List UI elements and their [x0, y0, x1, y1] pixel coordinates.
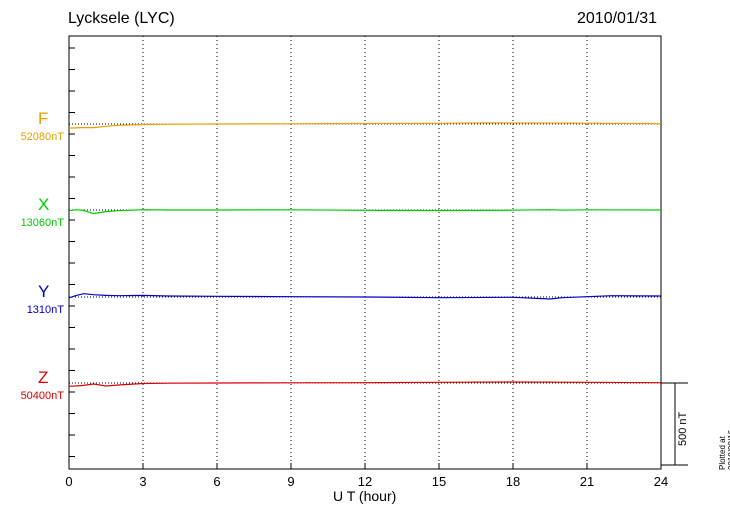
chart-title: Lycksele (LYC) [68, 10, 175, 27]
series-line-f [68, 122, 662, 129]
plotted-timestamp: Plotted at 2010/09/16 15:02 UT [718, 429, 730, 470]
x-tick-label: 6 [213, 474, 220, 489]
chart-date: 2010/01/31 [577, 10, 658, 27]
x-tick-label: 21 [580, 474, 594, 489]
x-tick-label: 15 [432, 474, 446, 489]
series-name-z: Z [38, 368, 49, 387]
x-tick-label: 9 [287, 474, 294, 489]
x-tick-label: 0 [65, 474, 72, 489]
series-line-y [68, 293, 662, 300]
series-name-f: F [38, 109, 49, 128]
x-tick-label: 12 [358, 474, 372, 489]
series-name-x: X [38, 195, 50, 214]
series-baseline-f: 52080nT [20, 131, 64, 143]
x-axis-label: U T (hour) [333, 488, 397, 504]
series-baseline-z: 50400nT [20, 390, 64, 402]
x-tick-label: 24 [654, 474, 668, 489]
series-baseline-x: 13060nT [20, 217, 64, 229]
x-tick-label: 3 [139, 474, 146, 489]
series-line-x [68, 209, 662, 215]
x-tick-label: 18 [506, 474, 520, 489]
series-line-z [68, 381, 662, 387]
series-name-y: Y [38, 282, 50, 301]
series-baseline-y: 1310nT [26, 304, 64, 316]
scale-bar-label: 500 nT [677, 411, 689, 446]
